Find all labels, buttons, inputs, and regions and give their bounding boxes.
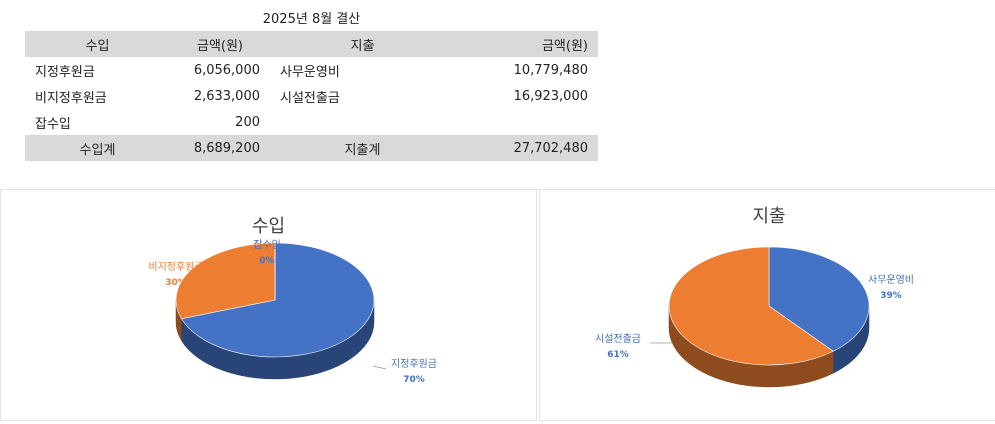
income-total-label: 수입계	[25, 135, 170, 161]
table-row: 비지정후원금 2,633,000 시설전출금 16,923,000	[25, 83, 598, 109]
settlement-table: 수입 금액(원) 지출 금액(원) 지정후원금 6,056,000 사무운영비 …	[25, 31, 598, 161]
table-row: 잡수입 200	[25, 109, 598, 135]
expense-item	[270, 109, 455, 135]
income-amount: 200	[170, 109, 270, 135]
expense-total-label: 지출계	[270, 135, 455, 161]
expense-total-amount: 27,702,480	[455, 135, 598, 161]
header-amount: 금액(원)	[455, 31, 598, 57]
slice-percent-label: 70%	[403, 375, 425, 385]
income-amount: 6,056,000	[170, 57, 270, 83]
slice-percent-label: 30%	[165, 278, 187, 288]
slice-category-label: 시설전출금	[595, 333, 641, 345]
slice-category-label: 비지정후원금	[148, 261, 203, 273]
slice-percent-label: 39%	[880, 291, 902, 301]
expense-item: 시설전출금	[270, 83, 455, 109]
header-income: 수입	[25, 31, 170, 57]
report-title: 2025년 8월 결산	[25, 8, 598, 27]
table-header-row: 수입 금액(원) 지출 금액(원)	[25, 31, 598, 57]
income-item: 비지정후원금	[25, 83, 170, 109]
slice-category-label: 사무운영비	[868, 274, 914, 286]
chart-title: 수입	[252, 216, 285, 237]
table-row: 지정후원금 6,056,000 사무운영비 10,779,480	[25, 57, 598, 83]
table-total-row: 수입계 8,689,200 지출계 27,702,480	[25, 135, 598, 161]
expense-amount	[455, 109, 598, 135]
expense-item: 사무운영비	[270, 57, 455, 83]
slice-category-label: 잡수입	[253, 238, 281, 251]
chart-title: 지출	[752, 206, 785, 227]
income-item: 잡수입	[25, 109, 170, 135]
slice-percent-label: 0%	[259, 256, 274, 266]
leader-line	[373, 366, 386, 369]
header-amount: 금액(원)	[170, 31, 270, 57]
header-expense: 지출	[270, 31, 455, 57]
income-amount: 2,633,000	[170, 83, 270, 109]
income-total-amount: 8,689,200	[170, 135, 270, 161]
income-item: 지정후원금	[25, 57, 170, 83]
slice-percent-label: 61%	[607, 350, 629, 360]
expense-amount: 10,779,480	[455, 57, 598, 83]
slice-category-label: 지정후원금	[391, 358, 437, 370]
expense-amount: 16,923,000	[455, 83, 598, 109]
